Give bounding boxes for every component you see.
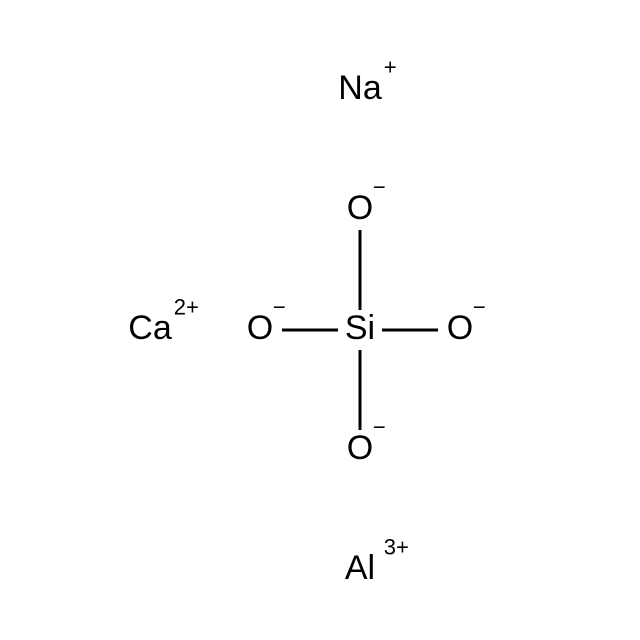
atom-o_r: O− bbox=[447, 295, 486, 347]
atom-si: Si bbox=[345, 309, 375, 347]
atom-ca: Ca2+ bbox=[128, 295, 199, 347]
atom-label-na: Na+ bbox=[338, 55, 396, 107]
atoms-layer: Na+ Ca2+ Al3+ Si O− O− O− O− bbox=[128, 55, 485, 587]
atom-label-ca: Ca2+ bbox=[128, 295, 199, 347]
atom-o_t: O− bbox=[347, 175, 386, 227]
atom-o_l: O− bbox=[247, 295, 286, 347]
atom-label-si: Si bbox=[345, 309, 375, 347]
atom-label-o_t: O− bbox=[347, 175, 386, 227]
atom-o_b: O− bbox=[347, 415, 386, 467]
atom-na: Na+ bbox=[338, 55, 396, 107]
atom-label-al: Al3+ bbox=[345, 535, 409, 587]
atom-label-o_l: O− bbox=[247, 295, 286, 347]
chemical-structure-diagram: Na+ Ca2+ Al3+ Si O− O− O− O− bbox=[0, 0, 640, 640]
atom-label-o_b: O− bbox=[347, 415, 386, 467]
atom-label-o_r: O− bbox=[447, 295, 486, 347]
atom-al: Al3+ bbox=[345, 535, 409, 587]
